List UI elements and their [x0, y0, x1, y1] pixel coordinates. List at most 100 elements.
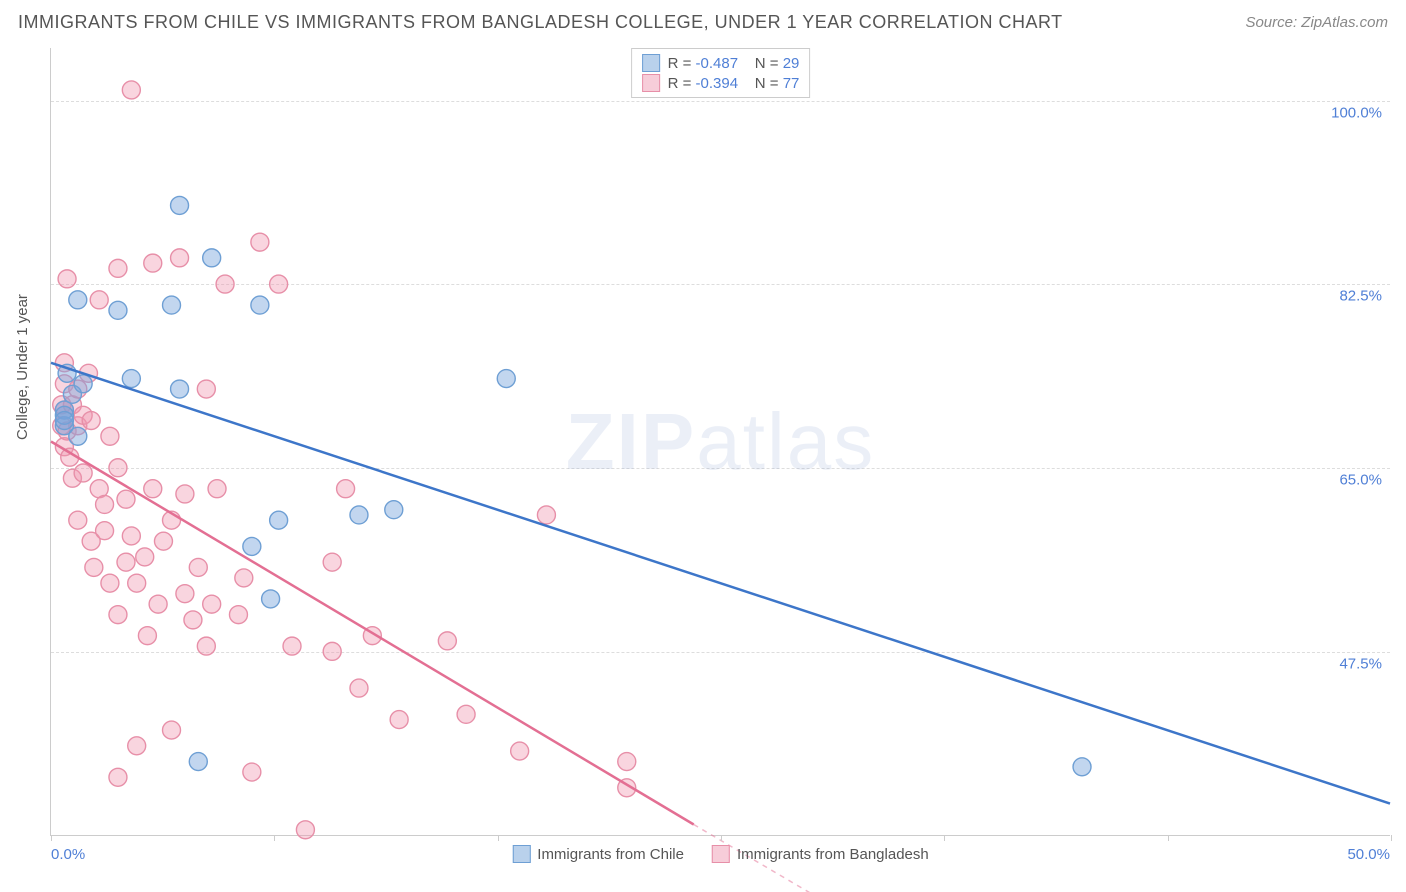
- scatter-point: [69, 511, 87, 529]
- x-tick: [1168, 835, 1169, 841]
- scatter-point: [251, 233, 269, 251]
- scatter-point: [537, 506, 555, 524]
- scatter-point: [283, 637, 301, 655]
- scatter-point: [243, 537, 261, 555]
- y-tick-label: 65.0%: [1339, 472, 1382, 489]
- y-tick-label: 82.5%: [1339, 288, 1382, 305]
- x-tick: [498, 835, 499, 841]
- scatter-point: [69, 427, 87, 445]
- scatter-point: [55, 412, 73, 430]
- scatter-point: [235, 569, 253, 587]
- scatter-point: [109, 459, 127, 477]
- scatter-point: [128, 737, 146, 755]
- legend-item-bangladesh: Immigrants from Bangladesh: [712, 845, 929, 863]
- scatter-point: [243, 763, 261, 781]
- scatter-point: [270, 511, 288, 529]
- correlation-legend: R = -0.487 N = 29 R = -0.394 N = 77: [631, 48, 811, 98]
- scatter-point: [184, 611, 202, 629]
- scatter-point: [101, 574, 119, 592]
- scatter-point: [171, 196, 189, 214]
- scatter-point: [144, 254, 162, 272]
- scatter-point: [197, 637, 215, 655]
- scatter-point: [122, 370, 140, 388]
- x-tick: [51, 835, 52, 841]
- scatter-point: [82, 412, 100, 430]
- scatter-point: [128, 574, 146, 592]
- scatter-point: [438, 632, 456, 650]
- scatter-point: [323, 642, 341, 660]
- legend-label-bangladesh: Immigrants from Bangladesh: [737, 846, 929, 863]
- legend-item-chile: Immigrants from Chile: [512, 845, 684, 863]
- scatter-point: [171, 380, 189, 398]
- legend-row-bangladesh: R = -0.394 N = 77: [642, 73, 800, 93]
- x-tick: [944, 835, 945, 841]
- scatter-point: [144, 480, 162, 498]
- x-tick: [721, 835, 722, 841]
- y-tick-label: 100.0%: [1331, 104, 1382, 121]
- scatter-point: [262, 590, 280, 608]
- scatter-point: [136, 548, 154, 566]
- scatter-point: [58, 270, 76, 288]
- scatter-point: [122, 527, 140, 545]
- scatter-point: [511, 742, 529, 760]
- scatter-point: [1073, 758, 1091, 776]
- scatter-point: [337, 480, 355, 498]
- scatter-point: [229, 606, 247, 624]
- scatter-point: [385, 501, 403, 519]
- scatter-point: [101, 427, 119, 445]
- scatter-point: [189, 558, 207, 576]
- scatter-point: [122, 81, 140, 99]
- x-tick: [1391, 835, 1392, 841]
- scatter-point: [176, 485, 194, 503]
- scatter-point: [189, 753, 207, 771]
- scatter-svg: [51, 48, 1390, 835]
- y-tick-label: 47.5%: [1339, 656, 1382, 673]
- scatter-point: [216, 275, 234, 293]
- y-axis-title: College, Under 1 year: [14, 294, 31, 440]
- legend-r-chile: R = -0.487 N = 29: [668, 55, 800, 72]
- scatter-point: [85, 558, 103, 576]
- scatter-point: [154, 532, 172, 550]
- chart-source: Source: ZipAtlas.com: [1245, 14, 1388, 31]
- scatter-point: [90, 291, 108, 309]
- scatter-point: [197, 380, 215, 398]
- scatter-point: [96, 522, 114, 540]
- scatter-point: [171, 249, 189, 267]
- legend-swatch-bangladesh: [642, 74, 660, 92]
- legend-r-bangladesh: R = -0.394 N = 77: [668, 75, 800, 92]
- scatter-point: [138, 627, 156, 645]
- scatter-point: [296, 821, 314, 839]
- x-tick: [274, 835, 275, 841]
- legend-swatch-bangladesh-bottom: [712, 845, 730, 863]
- scatter-point: [117, 490, 135, 508]
- scatter-point: [69, 291, 87, 309]
- scatter-point: [74, 375, 92, 393]
- scatter-point: [176, 585, 194, 603]
- scatter-point: [350, 506, 368, 524]
- scatter-point: [163, 296, 181, 314]
- x-axis-min-label: 0.0%: [51, 846, 85, 863]
- scatter-point: [251, 296, 269, 314]
- scatter-point: [149, 595, 167, 613]
- scatter-point: [208, 480, 226, 498]
- scatter-point: [497, 370, 515, 388]
- chart-header: IMMIGRANTS FROM CHILE VS IMMIGRANTS FROM…: [18, 12, 1388, 33]
- legend-swatch-chile: [642, 54, 660, 72]
- legend-swatch-chile-bottom: [512, 845, 530, 863]
- scatter-point: [163, 721, 181, 739]
- scatter-point: [270, 275, 288, 293]
- x-axis-max-label: 50.0%: [1347, 846, 1390, 863]
- scatter-point: [203, 595, 221, 613]
- scatter-point: [618, 753, 636, 771]
- scatter-point: [109, 768, 127, 786]
- scatter-point: [96, 495, 114, 513]
- legend-row-chile: R = -0.487 N = 29: [642, 53, 800, 73]
- legend-label-chile: Immigrants from Chile: [537, 846, 684, 863]
- scatter-point: [117, 553, 135, 571]
- scatter-point: [203, 249, 221, 267]
- scatter-point: [109, 606, 127, 624]
- chart-title: IMMIGRANTS FROM CHILE VS IMMIGRANTS FROM…: [18, 12, 1063, 33]
- scatter-point: [323, 553, 341, 571]
- scatter-point: [390, 711, 408, 729]
- scatter-point: [109, 301, 127, 319]
